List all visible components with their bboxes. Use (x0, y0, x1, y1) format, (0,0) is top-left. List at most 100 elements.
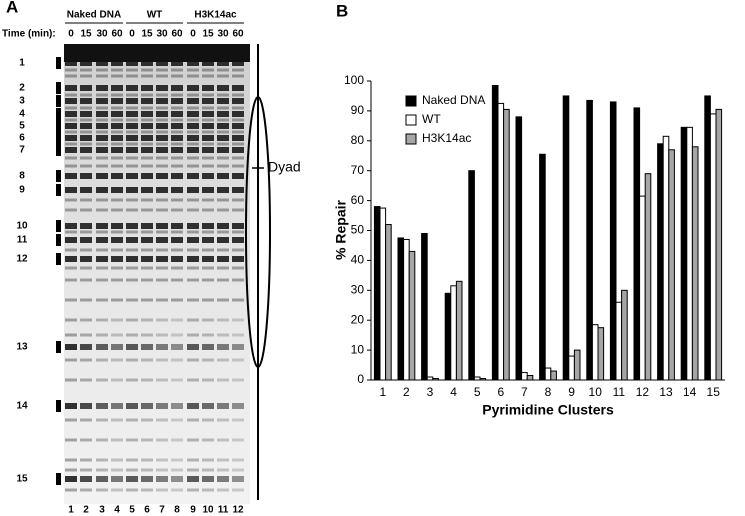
gel-band (96, 248, 108, 252)
x-tick-label: 7 (521, 385, 528, 399)
gel-band (217, 403, 229, 409)
gel-band (217, 468, 229, 472)
x-tick-label: 14 (683, 385, 697, 399)
band-marker (56, 184, 61, 196)
gel-band (217, 135, 229, 141)
bar (491, 84, 499, 381)
gel-band (80, 208, 92, 212)
band-marker (56, 120, 61, 132)
gel-band (187, 378, 199, 382)
gel-band (80, 256, 92, 262)
gel-band (202, 187, 214, 193)
gel-band (187, 111, 199, 117)
gel-band (171, 230, 183, 234)
x-tick-label: 13 (659, 385, 673, 399)
gel-band (141, 468, 153, 472)
gel-band (141, 173, 153, 179)
gel-band (156, 468, 168, 472)
gel-band (80, 142, 92, 146)
gel-band (156, 266, 168, 270)
gel-band (65, 187, 77, 193)
gel-band (171, 438, 183, 442)
gel-band (111, 358, 123, 362)
gel-band (217, 378, 229, 382)
gel-band (217, 248, 229, 252)
band-marker (56, 220, 61, 232)
gel-band (96, 98, 108, 104)
y-tick-label: 10 (351, 342, 365, 356)
x-tick-label: 1 (379, 385, 386, 399)
gel-band (126, 208, 138, 212)
gel-band (202, 468, 214, 472)
gel-band (126, 130, 138, 134)
gel-band (217, 418, 229, 422)
gel-band (217, 130, 229, 134)
gel-band (80, 298, 92, 302)
gel-band (202, 248, 214, 252)
gel-band (202, 344, 214, 350)
gel-band (65, 403, 77, 409)
gel-band (111, 164, 123, 168)
gel-band (141, 60, 153, 66)
y-tick-label: 0 (357, 372, 364, 386)
gel-band (96, 164, 108, 168)
gel-band (111, 438, 123, 442)
gel-band (202, 237, 214, 243)
gel-band (141, 198, 153, 202)
gel-band (202, 403, 214, 409)
gel-band (65, 358, 77, 362)
gel-band (156, 318, 168, 322)
lane-number: 11 (218, 505, 229, 516)
gel-band (187, 458, 199, 462)
gel-band (96, 118, 108, 122)
gel-band (141, 418, 153, 422)
gel-band (156, 488, 168, 492)
gel-band (65, 60, 77, 66)
bar (432, 378, 439, 381)
gel-band (126, 118, 138, 122)
gel-band (171, 403, 183, 409)
gel-band (65, 142, 77, 146)
gel-band (187, 256, 199, 262)
gel-band (126, 318, 138, 322)
gel-band (232, 476, 244, 482)
gel-band (156, 278, 168, 282)
gel-band (141, 403, 153, 409)
gel-band (111, 248, 123, 252)
lane-number: 12 (232, 505, 244, 516)
gel-band (156, 187, 168, 193)
gel-band (111, 318, 123, 322)
bar (515, 116, 523, 381)
time-point: 0 (129, 29, 135, 40)
gel-band (65, 74, 77, 78)
legend-label: H3K14ac (422, 131, 471, 145)
bar (709, 113, 717, 381)
gel-band (65, 378, 77, 382)
gel-band (65, 248, 77, 252)
x-tick-label: 15 (707, 385, 721, 399)
y-tick-label: 70 (351, 163, 365, 177)
gel-band (141, 358, 153, 362)
bar (521, 372, 528, 381)
gel-band (202, 378, 214, 382)
gel-band (96, 198, 108, 202)
band-label: 5 (19, 121, 25, 132)
gel-band (96, 173, 108, 179)
gel-band (202, 230, 214, 234)
gel-band (80, 156, 92, 160)
band-label: 1 (19, 58, 25, 69)
gel-band (111, 418, 123, 422)
bar (591, 324, 599, 381)
gel-band (80, 198, 92, 202)
x-tick-label: 4 (450, 385, 457, 399)
gel-band (171, 187, 183, 193)
gel-band (141, 458, 153, 462)
gel-band (171, 468, 183, 472)
band-label: 13 (16, 342, 28, 353)
gel-band (232, 378, 244, 382)
gel-band (141, 164, 153, 168)
gel-band (96, 130, 108, 134)
band-marker (56, 132, 61, 144)
gel-band (156, 344, 168, 350)
gel-band (171, 278, 183, 282)
